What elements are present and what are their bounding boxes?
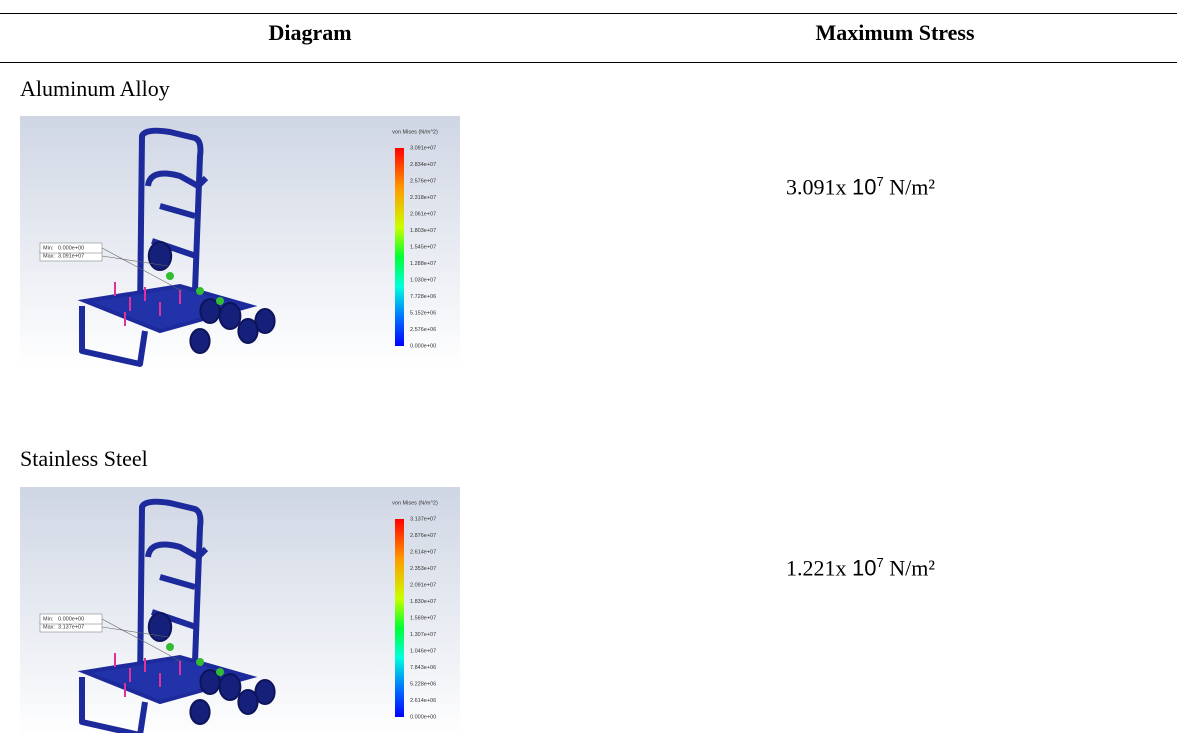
legend-label: 2.614e+07 [410, 549, 436, 555]
stress-power-base: 10 [852, 555, 876, 580]
max-label: Max: [43, 253, 55, 259]
legend-label: 3.137e+07 [410, 516, 436, 522]
legend-label: 0.000e+00 [410, 714, 436, 720]
fixture [216, 297, 224, 305]
stress-unit: N/m² [889, 174, 935, 199]
wheel [190, 329, 209, 353]
fixture [166, 272, 174, 280]
min-label: Min: [43, 616, 54, 622]
max-stress: 3.091x 107 N/m² [786, 174, 935, 200]
stress-exponent: 7 [876, 174, 883, 189]
stress-plot: von Mises (N/m^2) 3.091e+07 2.834e+07 2.576… [20, 116, 460, 370]
max-label: Max: [43, 624, 55, 630]
legend-label: 1.545e+07 [410, 244, 436, 250]
legend-label: 1.569e+07 [410, 615, 436, 621]
min-value: 0.000e+00 [58, 245, 84, 251]
fixture [196, 658, 204, 666]
max-stress: 1.221x 107 N/m² [786, 555, 935, 581]
legend-label: 5.228e+06 [410, 681, 436, 687]
legend-label: 1.030e+07 [410, 277, 436, 283]
top-rule [0, 13, 1177, 14]
fixture [216, 668, 224, 676]
stress-base: 1.221x [786, 555, 847, 580]
column-header: Diagram [268, 20, 351, 46]
stress-plot: von Mises (N/m^2) 3.137e+07 2.876e+07 2.614… [20, 487, 460, 733]
wheel [238, 690, 257, 714]
legend-label: 0.000e+00 [410, 343, 436, 349]
legend-label: 2.614e+06 [410, 698, 436, 704]
legend-label: 7.728e+06 [410, 294, 436, 300]
legend-label: 2.318e+07 [410, 195, 436, 201]
legend-label: 1.830e+07 [410, 599, 436, 605]
wheel [238, 319, 257, 343]
color-bar [395, 148, 404, 346]
row-label: Stainless Steel [20, 446, 148, 472]
legend-label: 2.834e+07 [410, 162, 436, 168]
stress-exponent: 7 [876, 555, 883, 570]
page: {"header": {"columns": ["Diagram", "Maxi… [0, 0, 1177, 733]
legend-label: 2.576e+07 [410, 178, 436, 184]
legend-label: 5.152e+06 [410, 310, 436, 316]
legend-label: 1.288e+07 [410, 261, 436, 267]
legend-label: 1.307e+07 [410, 632, 436, 638]
header-rule [0, 62, 1177, 63]
max-value: 3.137e+07 [58, 624, 84, 630]
wheel [220, 303, 241, 329]
fixture [166, 643, 174, 651]
legend-label: 2.091e+07 [410, 582, 436, 588]
column-header: Maximum Stress [815, 20, 974, 46]
legend-label: 1.046e+07 [410, 648, 436, 654]
fixture [196, 287, 204, 295]
legend-label: 2.876e+07 [410, 533, 436, 539]
wheel [190, 700, 209, 724]
max-value: 3.091e+07 [58, 253, 84, 259]
legend-label: 7.843e+06 [410, 665, 436, 671]
stress-base: 3.091x [786, 174, 847, 199]
legend-label: 2.576e+06 [410, 327, 436, 333]
wheel [220, 674, 241, 700]
legend-label: 3.091e+07 [410, 145, 436, 151]
legend-label: 2.353e+07 [410, 566, 436, 572]
row-label: Aluminum Alloy [20, 76, 170, 102]
legend-title: von Mises (N/m^2) [392, 500, 438, 506]
color-bar [395, 519, 404, 717]
min-label: Min: [43, 245, 54, 251]
legend-label: 2.061e+07 [410, 211, 436, 217]
min-value: 0.000e+00 [58, 616, 84, 622]
stress-unit: N/m² [889, 555, 935, 580]
legend-label: 1.803e+07 [410, 228, 436, 234]
legend-title: von Mises (N/m^2) [392, 129, 438, 135]
stress-power-base: 10 [852, 174, 876, 199]
